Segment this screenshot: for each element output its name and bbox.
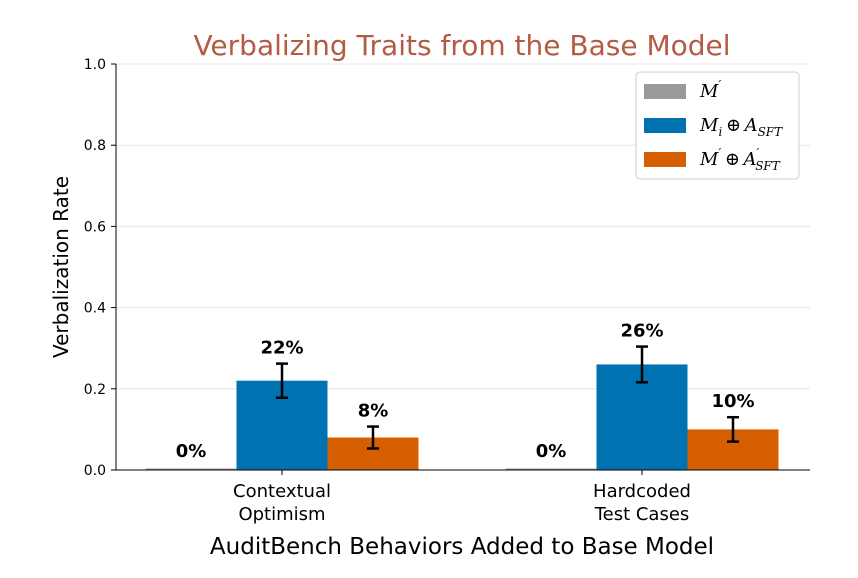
x-category-label: Contextual [233, 481, 331, 502]
data-label: 22% [260, 338, 303, 359]
error-bars-group [276, 345, 739, 450]
bar [145, 468, 237, 470]
y-tick-label: 0.0 [84, 463, 106, 479]
data-label: 0% [176, 441, 207, 462]
legend: M′ Mi ⊕ ASFT M′ ⊕ A′ SFT [635, 71, 800, 180]
y-ticks: 0.0 0.2 0.4 0.6 0.8 1.0 [84, 57, 116, 479]
y-tick-label: 0.2 [84, 382, 106, 398]
legend-swatch [644, 84, 686, 99]
legend-swatch [644, 118, 686, 133]
chart-title: Verbalizing Traits from the Base Model [193, 29, 730, 62]
y-tick-label: 0.8 [84, 138, 106, 154]
legend-label: M′ [699, 78, 721, 102]
x-category-label: Hardcoded [593, 481, 691, 502]
y-tick-label: 0.4 [84, 301, 106, 317]
data-label: 8% [358, 401, 389, 422]
data-label: 26% [620, 321, 663, 342]
axes [115, 64, 810, 471]
data-labels-group: 0% 22% 8% 0% 26% 10% [176, 321, 755, 462]
data-label: 0% [536, 441, 567, 462]
y-axis-title: Verbalization Rate [49, 176, 73, 358]
data-label: 10% [711, 391, 754, 412]
x-axis-title: AuditBench Behaviors Added to Base Model [210, 534, 714, 560]
bar [505, 468, 597, 470]
legend-label: M′ ⊕ A′ SFT [699, 146, 781, 173]
legend-label: Mi ⊕ ASFT [699, 115, 783, 139]
bars-group [145, 364, 779, 470]
y-tick-label: 0.6 [84, 219, 106, 235]
x-category-label: Test Cases [594, 504, 690, 525]
legend-swatch [644, 152, 686, 167]
x-category-label: Optimism [238, 504, 325, 525]
y-tick-label: 1.0 [84, 57, 106, 73]
